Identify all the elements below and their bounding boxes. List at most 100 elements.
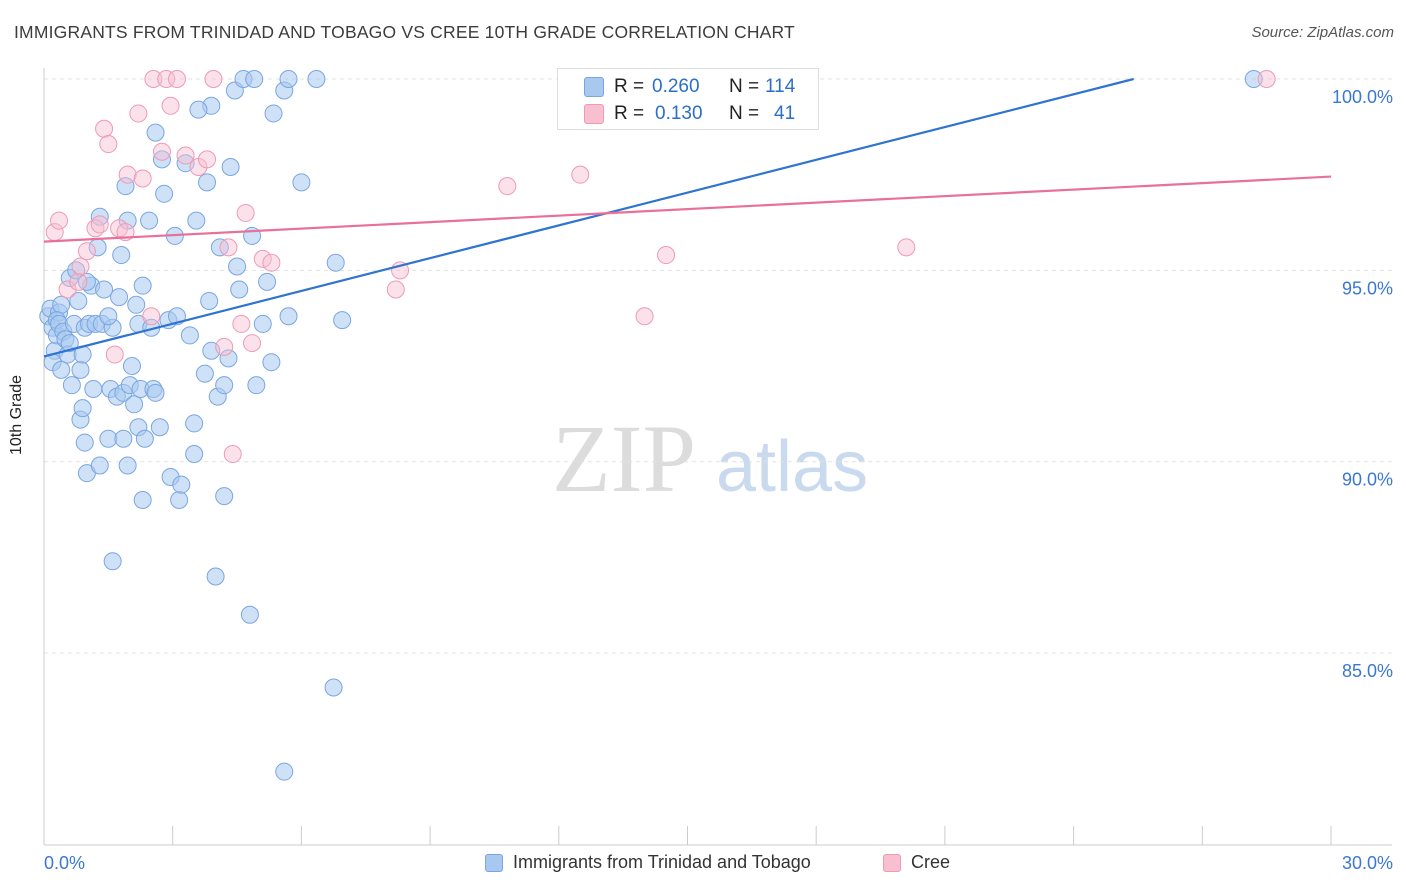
- data-point-trinidad: [262, 353, 281, 372]
- data-point-trinidad: [1244, 70, 1263, 88]
- y-tick-label: 90.0%: [1342, 470, 1393, 490]
- data-point-trinidad: [247, 376, 266, 395]
- data-point-trinidad: [110, 288, 129, 307]
- data-point-cree: [1257, 70, 1276, 88]
- data-point-trinidad: [195, 364, 214, 383]
- data-point-trinidad: [114, 429, 133, 448]
- series-legend: Immigrants from Trinidad and Tobago Cree: [0, 852, 1406, 878]
- data-point-cree: [69, 272, 88, 291]
- data-point-cree: [77, 242, 96, 261]
- data-point-cree: [161, 96, 180, 115]
- data-point-cree: [198, 150, 217, 169]
- trend-lines: [43, 77, 1332, 358]
- data-point-trinidad: [75, 433, 94, 452]
- stats-swatch-pink: [584, 104, 604, 124]
- stats-r-label: R =: [614, 103, 645, 124]
- data-point-trinidad: [324, 678, 343, 697]
- legend-label-cree: Cree: [911, 852, 951, 872]
- stats-r-value: 0.130: [655, 103, 703, 124]
- data-point-trinidad: [155, 184, 174, 203]
- data-point-trinidad: [180, 326, 199, 345]
- data-point-trinidad: [135, 429, 154, 448]
- tick-labels: 85.0% 90.0% 95.0% 100.0% 0.0% 30.0%: [44, 87, 1393, 873]
- data-point-trinidad: [206, 567, 225, 586]
- data-point-trinidad: [292, 173, 311, 192]
- y-tick-label: 85.0%: [1342, 661, 1393, 681]
- data-point-trinidad: [99, 429, 118, 448]
- data-point-cree: [176, 146, 195, 165]
- data-point-trinidad: [127, 295, 146, 314]
- trend-line-cree: [43, 175, 1332, 243]
- data-point-trinidad: [95, 280, 114, 299]
- stats-n-value: 41: [774, 103, 796, 124]
- legend-item-cree[interactable]: Cree: [883, 852, 950, 873]
- data-point-trinidad: [71, 360, 90, 379]
- data-point-trinidad: [73, 399, 92, 418]
- y-tick-label: 100.0%: [1332, 87, 1393, 107]
- data-point-trinidad: [275, 762, 294, 781]
- data-point-cree: [90, 215, 109, 234]
- series-blue-points: [39, 70, 1263, 781]
- data-point-cree: [157, 70, 176, 88]
- data-point-cree: [236, 203, 255, 222]
- data-point-trinidad: [200, 291, 219, 310]
- data-point-trinidad: [112, 246, 131, 265]
- data-point-trinidad: [170, 490, 189, 509]
- data-point-cree: [219, 238, 238, 257]
- data-point-cree: [118, 165, 137, 184]
- data-point-cree: [232, 314, 251, 333]
- stats-n-value: 114: [765, 76, 796, 97]
- axes: [43, 68, 1392, 846]
- data-point-cree: [223, 445, 242, 464]
- data-point-cree: [95, 119, 114, 138]
- data-point-cree: [105, 345, 124, 364]
- data-point-trinidad: [152, 150, 171, 169]
- data-point-trinidad: [103, 552, 122, 571]
- data-point-trinidad: [279, 70, 298, 88]
- data-point-trinidad: [133, 490, 152, 509]
- y-tick-label: 95.0%: [1342, 278, 1393, 298]
- stats-n-label: N =: [729, 103, 760, 124]
- data-point-cree: [50, 211, 69, 230]
- legend-item-trinidad[interactable]: Immigrants from Trinidad and Tobago: [485, 852, 811, 873]
- data-point-cree: [635, 307, 654, 326]
- data-point-cree: [167, 70, 186, 88]
- series-pink-points: [45, 70, 1276, 464]
- data-point-cree: [142, 307, 161, 326]
- data-point-trinidad: [62, 376, 81, 395]
- data-point-cree: [99, 135, 118, 154]
- stats-r-value: 0.260: [652, 76, 700, 97]
- watermark-zip: ZIP: [552, 405, 696, 512]
- watermark: ZIP atlas: [552, 405, 868, 512]
- stats-n-label: N =: [729, 76, 760, 97]
- data-point-cree: [152, 142, 171, 161]
- data-point-trinidad: [221, 158, 240, 177]
- data-point-trinidad: [219, 349, 238, 368]
- data-point-cree: [71, 257, 90, 276]
- stats-r-label: R =: [614, 76, 645, 97]
- data-point-trinidad: [326, 253, 345, 272]
- y-axis-label: 10th Grade: [8, 374, 25, 455]
- data-point-cree: [243, 334, 262, 353]
- data-point-trinidad: [146, 123, 165, 142]
- data-point-trinidad: [99, 307, 118, 326]
- data-point-trinidad: [264, 104, 283, 123]
- data-point-cree: [133, 169, 152, 188]
- data-point-trinidad: [187, 211, 206, 230]
- data-point-cree: [897, 238, 916, 257]
- data-point-trinidad: [172, 475, 191, 494]
- data-point-trinidad: [279, 307, 298, 326]
- legend-swatch-blue: [485, 853, 503, 872]
- data-point-trinidad: [230, 280, 249, 299]
- data-point-trinidad: [133, 276, 152, 295]
- data-point-trinidad: [185, 445, 204, 464]
- data-point-trinidad: [52, 295, 71, 314]
- data-point-trinidad: [215, 487, 234, 506]
- data-point-trinidad: [240, 605, 259, 624]
- data-point-cree: [144, 70, 163, 88]
- legend-label-trinidad: Immigrants from Trinidad and Tobago: [513, 852, 811, 872]
- data-point-trinidad: [140, 211, 159, 230]
- data-point-cree: [58, 280, 77, 299]
- data-point-trinidad: [69, 291, 88, 310]
- data-point-trinidad: [258, 272, 277, 291]
